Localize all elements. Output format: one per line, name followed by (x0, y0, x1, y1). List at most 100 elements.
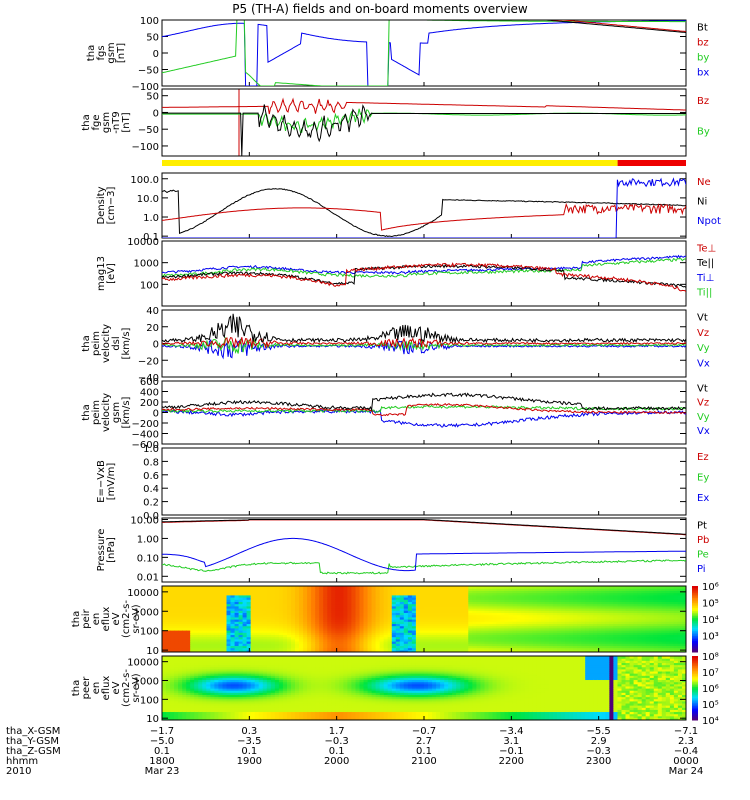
heatmap-cell (266, 610, 272, 613)
heatmap-cell (407, 623, 413, 627)
heatmap-cell (339, 630, 345, 633)
heatmap-cell (206, 590, 211, 594)
heatmap-cell (508, 590, 514, 594)
heatmap-cell (460, 634, 465, 638)
heatmap-cell (355, 638, 361, 642)
heatmap-cell (363, 599, 369, 602)
heatmap-cell (359, 612, 365, 616)
heatmap-cell (436, 621, 441, 624)
heatmap-cell (166, 590, 171, 594)
heatmap-cell (351, 612, 357, 616)
heatmap-cell (359, 627, 365, 631)
heatmap-cell (553, 597, 558, 600)
heatmap-cell (291, 614, 296, 618)
heatmap-cell (512, 625, 518, 629)
heatmap-cell (472, 630, 478, 633)
heatmap-cell (339, 645, 345, 649)
heatmap-cell (424, 610, 429, 613)
heatmap-cell (403, 625, 409, 629)
heatmap-cell (512, 634, 518, 638)
heatmap-cell (335, 625, 340, 629)
heatmap-cell (198, 610, 203, 613)
heatmap-cell (299, 612, 304, 616)
heatmap-cell (565, 643, 570, 646)
heatmap-cell (347, 619, 353, 622)
heatmap-cell (214, 614, 220, 618)
heatmap-cell (452, 619, 457, 622)
heatmap-cell (202, 647, 207, 651)
heatmap-cell (218, 632, 224, 635)
heatmap-cell (472, 621, 478, 624)
heatmap-cell (375, 597, 381, 600)
heatmap-cell (363, 630, 369, 633)
heatmap-cell (230, 612, 236, 616)
heatmap-cell (536, 588, 542, 591)
heatmap-cell (174, 621, 179, 624)
heatmap-cell (287, 643, 292, 646)
heatmap-cell (367, 634, 373, 638)
series-line-red (162, 20, 686, 33)
heatmap-cell (307, 586, 312, 589)
heatmap-cell (162, 625, 167, 629)
heatmap-cell (274, 627, 280, 631)
heatmap-cell (468, 612, 473, 616)
heatmap-cell (436, 643, 441, 646)
heatmap-cell (262, 590, 268, 594)
heatmap-cell (359, 619, 365, 622)
heatmap-cell (480, 610, 486, 613)
heatmap-cell (331, 597, 336, 600)
heatmap-cell (379, 638, 385, 642)
heatmap-cell (436, 638, 441, 642)
heatmap-cell (186, 627, 191, 631)
heatmap-cell (383, 586, 389, 589)
heatmap-cell (226, 638, 232, 642)
heatmap-cell (536, 616, 542, 620)
ylabel-line: gsm (111, 402, 122, 423)
heatmap-cell (496, 634, 502, 638)
heatmap-cell (520, 619, 526, 622)
heatmap-cell (230, 621, 236, 624)
heatmap-cell (254, 614, 260, 618)
heatmap-cell (315, 586, 320, 589)
heatmap-cell (516, 638, 522, 642)
heatmap-cell (202, 603, 207, 607)
heatmap-cell (444, 599, 449, 602)
heatmap-cell (540, 599, 546, 602)
ylabel-line: tha (81, 404, 92, 420)
heatmap-cell (274, 594, 280, 598)
heatmap-cell (452, 603, 457, 607)
heatmap-cell (508, 619, 514, 622)
heatmap-cell (262, 588, 268, 591)
heatmap-cell (351, 603, 357, 607)
heatmap-cell (508, 612, 514, 616)
heatmap-cell (540, 597, 546, 600)
series-line-red (162, 97, 686, 115)
heatmap-cell (254, 630, 260, 633)
heatmap-cell (561, 594, 566, 598)
heatmap-cell (230, 588, 236, 591)
heatmap-cell (270, 621, 276, 624)
heatmap-cell (355, 647, 361, 651)
heatmap-cell (428, 610, 433, 613)
heatmap-cell (424, 645, 429, 649)
heatmap-cell (444, 605, 449, 609)
heatmap-cell (496, 597, 502, 600)
heatmap-cell (186, 588, 191, 591)
heatmap-cell (162, 594, 167, 598)
heatmap-cell (226, 605, 232, 609)
series-line-blue (162, 20, 686, 86)
heatmap-cell (565, 586, 570, 589)
heatmap-cell (278, 616, 284, 620)
heatmap-cell (274, 610, 280, 613)
heatmap-cell (569, 638, 574, 642)
heatmap-cell (331, 588, 336, 591)
heatmap-cell (287, 612, 292, 616)
heatmap-cell (355, 590, 361, 594)
heatmap-cell (254, 603, 260, 607)
heatmap-cell (460, 647, 465, 651)
heatmap-cell (532, 632, 538, 635)
heatmap-cell (403, 630, 409, 633)
heatmap-cell (476, 594, 482, 598)
heatmap-cell (448, 608, 453, 611)
heatmap-cell (311, 605, 316, 609)
